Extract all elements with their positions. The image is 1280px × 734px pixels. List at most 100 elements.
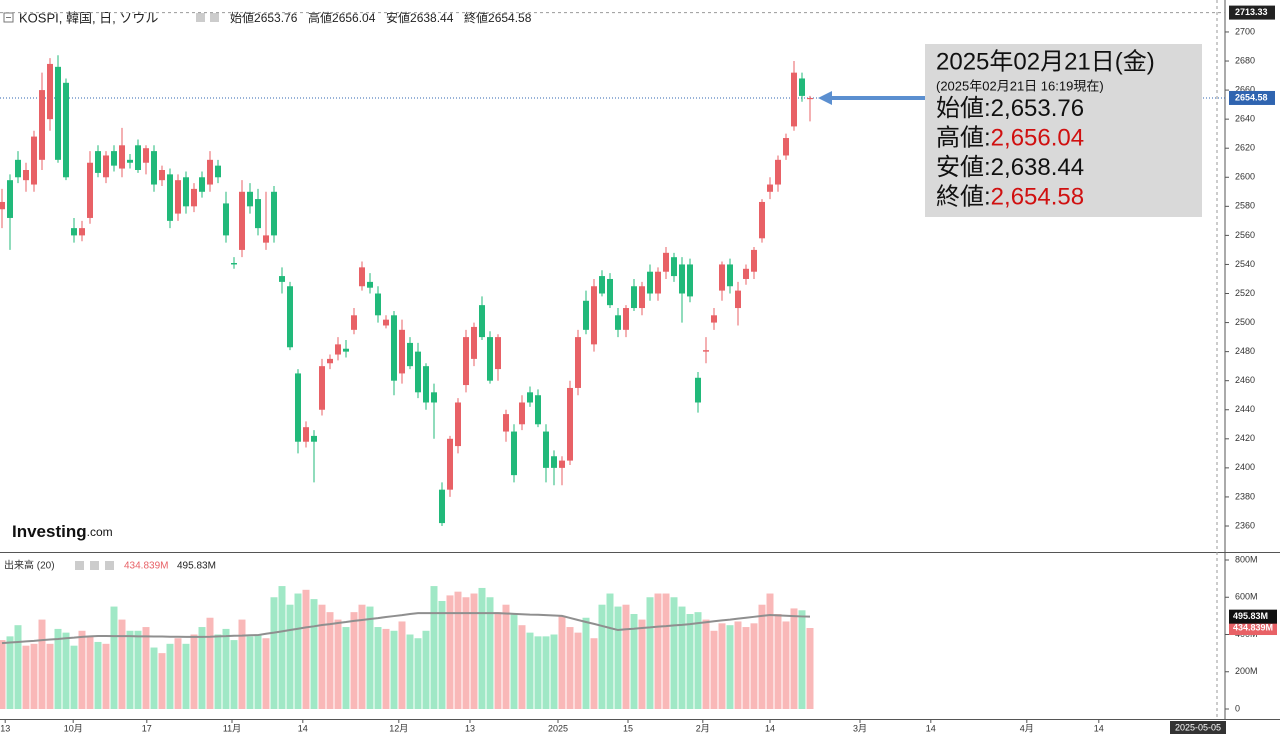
volume-bar xyxy=(38,619,46,710)
candle-body xyxy=(87,162,93,218)
volume-bar xyxy=(638,619,646,710)
candle-body xyxy=(279,276,285,282)
info-label: 安値: xyxy=(936,154,991,181)
candle-body xyxy=(623,308,629,330)
volume-bar xyxy=(438,600,446,710)
x-tick-label: 17 xyxy=(142,723,152,733)
vol-icon[interactable] xyxy=(90,561,99,570)
volume-bar xyxy=(158,653,166,710)
candle-body xyxy=(311,435,317,442)
volume-bar xyxy=(630,614,638,710)
candle-body xyxy=(207,159,213,185)
candle-body xyxy=(735,290,741,309)
candle-body xyxy=(167,174,173,221)
volume-title: 出来高 (20) xyxy=(4,559,55,572)
ohlc-legend: 安値2638.44 xyxy=(386,10,454,25)
volume-bar xyxy=(222,628,230,710)
candle-body xyxy=(687,264,693,297)
candle-body xyxy=(519,402,525,425)
volume-bar xyxy=(782,621,790,710)
candle-body xyxy=(767,184,773,192)
volume-bar xyxy=(710,630,718,710)
volume-bar xyxy=(54,628,62,710)
x-tick-label: 10月 xyxy=(64,723,83,733)
volume-bar xyxy=(230,640,238,710)
y-tick-label: 2560 xyxy=(1235,230,1255,240)
x-tick-label: 3月 xyxy=(853,723,867,733)
candle-body xyxy=(503,414,509,432)
volume-bar xyxy=(606,593,614,710)
ohlc-legend: 始値2653.76 xyxy=(230,10,298,25)
info-date: 2025年02月21日(金) xyxy=(936,48,1155,75)
candle-body xyxy=(399,329,405,374)
cursor-date-label: 2025-05-05 xyxy=(1175,722,1221,732)
volume-bar xyxy=(310,599,318,710)
y-tick-label: 2420 xyxy=(1235,433,1255,443)
candle-body xyxy=(727,264,733,287)
volume-bar xyxy=(126,630,134,710)
volume-bar xyxy=(678,606,686,710)
volume-bar xyxy=(30,643,38,710)
volume-bar xyxy=(70,645,78,710)
candle-body xyxy=(567,387,573,461)
candle-body xyxy=(799,78,805,96)
pointer-arrow-head xyxy=(818,90,832,105)
candle-body xyxy=(7,180,13,218)
candle-body xyxy=(79,228,85,236)
volume-bar xyxy=(390,630,398,710)
volume-bar xyxy=(686,614,694,710)
candle-body xyxy=(319,366,325,410)
candle-body xyxy=(327,358,333,364)
volume-bar xyxy=(558,615,566,710)
volume-bar xyxy=(174,638,182,710)
volume-bar xyxy=(270,597,278,710)
candle-body xyxy=(511,431,517,476)
volume-bar xyxy=(526,632,534,710)
candle-body xyxy=(135,145,141,171)
close-icon[interactable] xyxy=(210,13,219,22)
volume-bar xyxy=(358,604,366,710)
info-label: 高値: xyxy=(936,125,991,152)
y-tick-label: 2540 xyxy=(1235,259,1255,269)
volume-bar xyxy=(590,638,598,710)
candle-body xyxy=(423,366,429,403)
volume-bar xyxy=(6,636,14,710)
candle-body xyxy=(703,350,709,352)
candle-body xyxy=(271,191,277,236)
candle-body xyxy=(111,151,117,166)
candle-body xyxy=(463,337,469,386)
volume-bar xyxy=(350,612,358,710)
volume-bar xyxy=(206,617,214,710)
candle-body xyxy=(631,286,637,309)
volume-bar xyxy=(62,632,70,710)
volume-bar xyxy=(694,612,702,710)
volume-bar xyxy=(406,634,414,710)
volume-bar xyxy=(278,586,286,710)
candle-body xyxy=(31,136,37,185)
info-value: 2,654.58 xyxy=(991,184,1084,211)
volume-bar xyxy=(566,627,574,710)
candle-body xyxy=(119,145,125,169)
candle-body xyxy=(775,159,781,185)
high-tag-label: 2713.33 xyxy=(1235,7,1268,17)
x-tick-label: 14 xyxy=(1094,723,1104,733)
volume-tag xyxy=(1229,609,1277,624)
last-price-tag xyxy=(1229,90,1275,105)
volume-bar xyxy=(94,641,102,710)
y-tick-label: 2460 xyxy=(1235,375,1255,385)
candle-body xyxy=(287,286,293,348)
volume-bar xyxy=(742,627,750,710)
candle-body xyxy=(367,281,373,288)
volume-bar xyxy=(662,593,670,710)
vol-icon[interactable] xyxy=(105,561,114,570)
settings-icon[interactable] xyxy=(196,13,205,22)
vol-icon[interactable] xyxy=(75,561,84,570)
y-tick-label: 2700 xyxy=(1235,26,1255,36)
volume-bar xyxy=(806,628,814,710)
ohlc-legend: 終値2654.58 xyxy=(464,10,532,25)
candle-body xyxy=(151,151,157,185)
candle-body xyxy=(255,199,261,229)
volume-bar xyxy=(718,623,726,710)
volume-bar xyxy=(78,630,86,710)
volume-bar xyxy=(510,614,518,710)
